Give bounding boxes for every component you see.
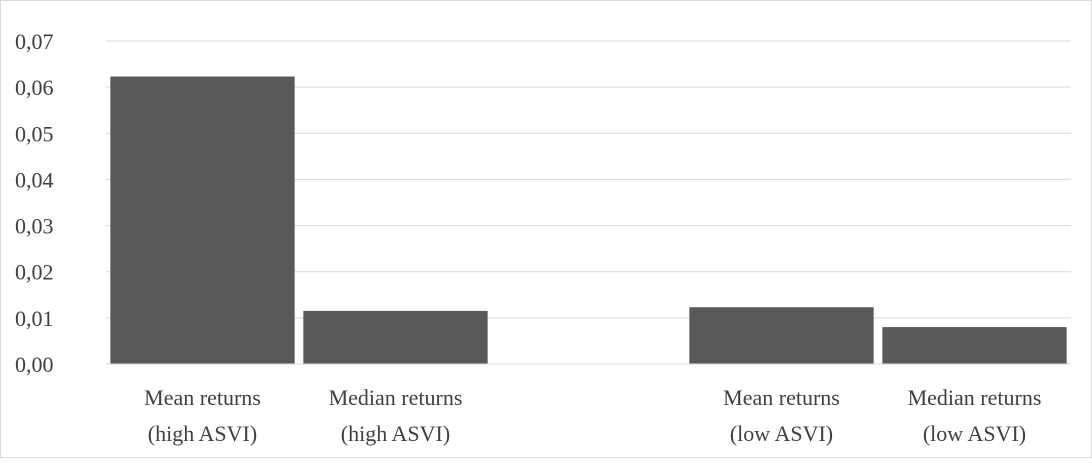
x-category-label: Median returns: [908, 385, 1042, 410]
x-category-label: Mean returns: [144, 385, 261, 410]
y-tick-label: 0,00: [15, 352, 54, 377]
bars: [110, 76, 1067, 364]
bar: [882, 327, 1067, 364]
y-tick-label: 0,06: [15, 75, 54, 100]
y-tick-label: 0,07: [15, 29, 54, 54]
y-axis-tick-labels: 0,00 0,01 0,02 0,03 0,04 0,05 0,06 0,07: [15, 29, 54, 377]
bar: [689, 307, 874, 364]
x-category-label: (low ASVI): [730, 421, 833, 446]
x-category-label: Mean returns: [723, 385, 840, 410]
bar: [110, 76, 295, 364]
x-category-label: Median returns: [329, 385, 463, 410]
y-tick-label: 0,01: [15, 306, 54, 331]
bar: [303, 310, 488, 364]
x-category-label: (high ASVI): [341, 421, 450, 446]
y-tick-label: 0,02: [15, 260, 54, 285]
y-tick-label: 0,05: [15, 121, 54, 146]
y-tick-label: 0,03: [15, 214, 54, 239]
x-category-label: (high ASVI): [148, 421, 257, 446]
x-category-label: (low ASVI): [923, 421, 1026, 446]
y-tick-label: 0,04: [15, 167, 54, 192]
x-axis-category-labels: Mean returns (high ASVI) Median returns (hi…: [144, 385, 1041, 446]
